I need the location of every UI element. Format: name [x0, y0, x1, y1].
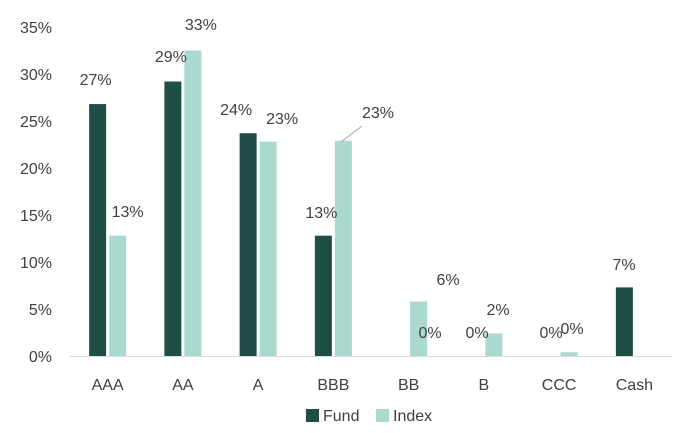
data-label-index-aa: 33%: [185, 17, 217, 34]
x-category-label: B: [479, 377, 490, 394]
legend-swatch-fund: [306, 409, 319, 422]
bar-fund-a: [239, 133, 257, 356]
legend-swatch-index: [376, 409, 389, 422]
data-label-index-a: 23%: [266, 111, 298, 128]
data-label-index-b: 2%: [486, 302, 509, 319]
leader-lines: [341, 125, 363, 143]
y-tick-label: 10%: [20, 255, 52, 272]
bar-index-a: [259, 141, 277, 356]
x-category-label: AAA: [92, 377, 124, 394]
data-label-index-bb: 6%: [436, 272, 459, 289]
bar-fund-aa: [164, 81, 182, 357]
data-labels: 27%13%29%33%24%23%13%23%0%6%0%2%0%0%7%: [80, 17, 636, 342]
bar-index-bbb: [334, 140, 352, 356]
data-label-fund-bbb: 13%: [305, 205, 337, 222]
x-axis-category-labels: AAA AA A BBB BB B CCC Cash: [92, 377, 653, 394]
data-label-index-bbb: 23%: [362, 105, 394, 122]
y-tick-label: 5%: [29, 302, 52, 319]
y-tick-label: 15%: [20, 208, 52, 225]
y-axis-tick-labels: 0% 5% 10% 15% 20% 25% 30% 35%: [20, 20, 52, 366]
x-category-label: BBB: [317, 377, 349, 394]
y-tick-label: 20%: [20, 161, 52, 178]
legend: Fund Index: [306, 408, 432, 425]
y-tick-label: 35%: [20, 20, 52, 37]
bar-index-aaa: [109, 235, 127, 356]
bar-index-aa: [184, 50, 202, 356]
legend-label-fund: Fund: [323, 408, 359, 425]
y-tick-label: 30%: [20, 67, 52, 84]
data-label-index-ccc: 0%: [560, 321, 583, 338]
bar-fund-bbb: [314, 235, 332, 356]
legend-label-index: Index: [393, 408, 432, 425]
bar-index-b: [485, 333, 503, 356]
x-category-label: A: [253, 377, 264, 394]
x-category-label: AA: [172, 377, 194, 394]
y-tick-label: 25%: [20, 114, 52, 131]
data-label-fund-b: 0%: [465, 325, 488, 342]
leader-line-index-bbb: [341, 125, 363, 143]
data-label-fund-aaa: 27%: [80, 72, 112, 89]
bar-index-ccc: [560, 352, 578, 356]
data-label-fund-cash: 7%: [612, 257, 635, 274]
data-label-index-aaa: 13%: [112, 204, 144, 221]
y-tick-label: 0%: [29, 349, 52, 366]
bar-index-bb: [410, 301, 428, 356]
data-label-fund-aa: 29%: [155, 49, 187, 66]
bar-marks: [89, 50, 633, 357]
bar-fund-cash: [615, 287, 633, 356]
data-label-fund-bb: 0%: [418, 325, 441, 342]
data-label-fund-ccc: 0%: [539, 325, 562, 342]
bar-fund-aaa: [89, 104, 107, 356]
x-category-label: Cash: [616, 377, 653, 394]
x-category-label: CCC: [542, 377, 577, 394]
data-label-fund-a: 24%: [220, 102, 252, 119]
x-category-label: BB: [398, 377, 419, 394]
